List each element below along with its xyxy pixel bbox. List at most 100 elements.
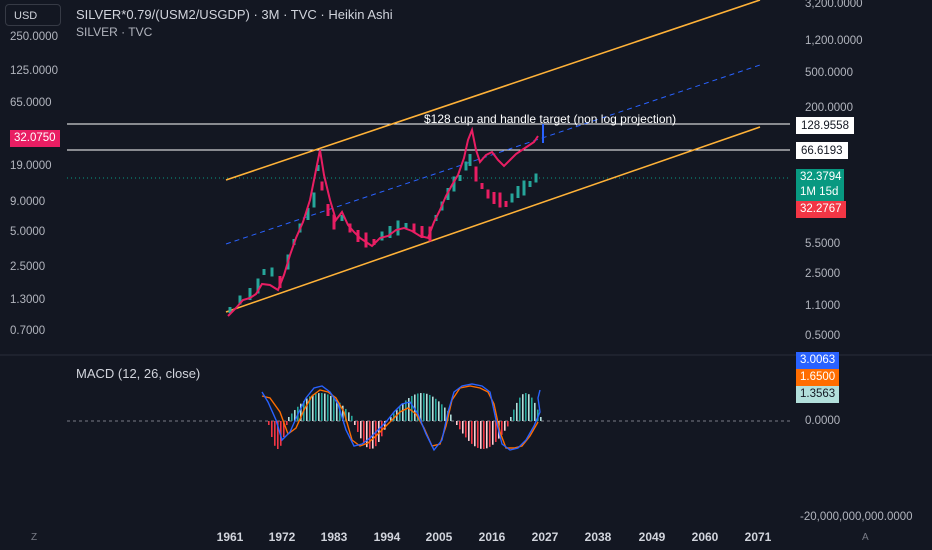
candle xyxy=(474,166,478,182)
histogram-bar xyxy=(366,421,368,448)
channel-upper-line xyxy=(225,0,761,181)
candle xyxy=(486,189,490,199)
x-tick: 2071 xyxy=(744,530,772,544)
histogram-bar xyxy=(411,396,413,421)
histogram-bar xyxy=(309,396,311,421)
candle xyxy=(238,295,242,305)
histogram-bar xyxy=(507,421,509,427)
histogram-bar xyxy=(438,401,440,421)
histogram-bar xyxy=(408,398,410,421)
candle xyxy=(458,175,462,181)
auto-scale-button[interactable]: A xyxy=(862,532,869,543)
histogram-bar xyxy=(534,402,536,421)
right-tick: 3,200.0000 xyxy=(805,0,863,10)
left-tick: 250.0000 xyxy=(10,31,58,43)
target-low-badge: 66.6193 xyxy=(796,142,848,159)
bar-countdown: 1M 15d xyxy=(800,186,839,198)
histogram-bar xyxy=(271,421,273,437)
histogram-bar xyxy=(504,421,506,431)
candle xyxy=(316,165,320,171)
histogram-bar xyxy=(417,393,419,421)
histogram-bar xyxy=(471,421,473,444)
candle xyxy=(270,267,274,277)
candle xyxy=(364,232,368,248)
histogram-bar xyxy=(375,421,377,447)
histogram-bar xyxy=(318,393,320,421)
histogram-bar xyxy=(283,421,285,437)
x-tick: 1994 xyxy=(373,530,401,544)
histogram-bar xyxy=(465,421,467,438)
histogram-bar xyxy=(286,421,288,425)
histogram-bar xyxy=(480,421,482,449)
histogram-bar xyxy=(459,421,461,430)
histogram-bar xyxy=(342,405,344,421)
histogram-bar xyxy=(519,397,521,421)
histogram-bar xyxy=(525,393,527,421)
histogram-bar xyxy=(429,394,431,421)
x-tick: 1983 xyxy=(320,530,348,544)
histogram-bar xyxy=(321,393,323,421)
histogram-bar xyxy=(268,421,270,425)
x-tick: 2005 xyxy=(425,530,453,544)
candle xyxy=(320,181,324,191)
histogram-bar xyxy=(348,412,350,421)
histogram-bar xyxy=(495,421,497,442)
histogram-bar xyxy=(426,393,428,421)
histogram-bar xyxy=(324,393,326,421)
left-tick: 1.3000 xyxy=(10,294,46,306)
histogram-bar xyxy=(420,393,422,421)
histogram-bar xyxy=(360,421,362,439)
histogram-bar xyxy=(501,421,503,435)
histogram-bar xyxy=(327,394,329,421)
histogram-bar xyxy=(336,400,338,421)
candle xyxy=(248,288,252,300)
macd-value-badge: 3.0063 xyxy=(796,352,840,369)
histogram-bar xyxy=(277,421,279,449)
x-tick: 2049 xyxy=(638,530,666,544)
histogram-bar xyxy=(330,395,332,421)
histogram-bar xyxy=(369,421,371,449)
histogram-bar xyxy=(483,421,485,449)
histogram-bar xyxy=(435,398,437,421)
right-tick: 500.0000 xyxy=(805,67,853,79)
macd-signal-line xyxy=(261,385,539,449)
candle xyxy=(492,192,496,204)
histogram-bar xyxy=(393,413,395,421)
candle xyxy=(528,181,532,187)
target-high-badge: 128.9558 xyxy=(796,117,854,134)
histogram-bar xyxy=(363,421,365,444)
histogram-bar xyxy=(402,403,404,421)
histogram-bar xyxy=(432,396,434,421)
left-tick: 125.0000 xyxy=(10,65,58,77)
ha-price-badge: 32.2767 xyxy=(796,201,846,218)
macd-indicator-label[interactable]: MACD (12, 26, close) xyxy=(76,366,201,381)
last-price-badge: 32.3794 1M 15d xyxy=(796,169,844,201)
histogram-bar xyxy=(474,421,476,447)
histogram-bar xyxy=(537,409,539,421)
histogram-bar xyxy=(291,413,293,421)
histogram-bar xyxy=(516,402,518,421)
right-tick: 1.1000 xyxy=(805,300,841,312)
x-tick: 2038 xyxy=(584,530,612,544)
histogram-bar xyxy=(390,417,392,421)
left-tick: 5.0000 xyxy=(10,226,46,238)
left-tick: 2.5000 xyxy=(10,261,46,273)
histogram-bar xyxy=(300,403,302,421)
currency-button[interactable]: USD xyxy=(5,4,61,26)
candle xyxy=(262,269,266,275)
timezone-z-button[interactable]: Z xyxy=(31,532,38,543)
candle xyxy=(306,208,310,220)
candle xyxy=(420,226,424,238)
histogram-bar xyxy=(450,414,452,421)
x-tick: 1961 xyxy=(216,530,244,544)
candle xyxy=(228,307,232,313)
chart-title: SILVER*0.79/(USM2/USGDP) · 3M · TVC · He… xyxy=(76,7,393,22)
histogram-bar xyxy=(444,407,446,421)
histogram-bar xyxy=(333,397,335,421)
histogram-bar xyxy=(486,421,488,449)
histogram-bar xyxy=(354,421,356,425)
histogram-bar xyxy=(294,410,296,421)
histogram-bar xyxy=(381,421,383,437)
x-tick: 2027 xyxy=(531,530,559,544)
